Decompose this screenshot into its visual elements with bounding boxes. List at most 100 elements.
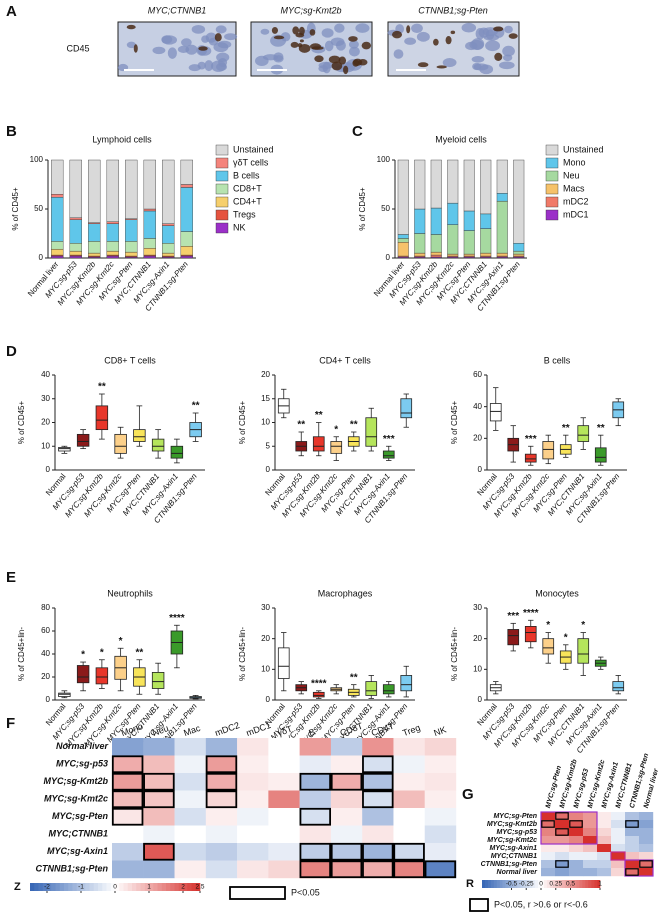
bar-segment — [496, 193, 508, 202]
y-tick-label: 60 — [473, 370, 482, 379]
bar-segment — [463, 159, 475, 212]
significance-stars: * — [564, 632, 568, 643]
heat-cell — [569, 860, 584, 869]
nucleus — [167, 47, 177, 59]
y-axis-label: % of CD45+ — [450, 400, 459, 444]
heat-cell — [625, 836, 640, 845]
heat-cell — [237, 825, 269, 844]
column-label: NK — [432, 724, 447, 738]
box — [312, 436, 325, 452]
box — [133, 429, 146, 442]
significance-stars: * — [119, 636, 123, 647]
significance-stars: * — [546, 620, 550, 631]
heat-cell — [268, 843, 300, 861]
bar-segment — [88, 159, 101, 223]
colorbar-label: R — [466, 878, 474, 890]
legend-swatch — [545, 196, 559, 208]
colorbar-step — [72, 883, 78, 891]
heat-cell — [330, 825, 363, 844]
bar-segment — [180, 255, 193, 259]
significance-stars: **** — [311, 678, 327, 689]
heat-cell — [268, 825, 300, 844]
box — [312, 691, 325, 698]
nucleus — [330, 37, 345, 47]
significance-box — [299, 772, 332, 791]
heat-cell — [174, 790, 207, 809]
significance-box — [205, 790, 238, 809]
colorbar-step — [585, 880, 589, 888]
heat-cell — [237, 773, 269, 791]
bar-segment — [397, 234, 409, 239]
colorbar-step — [484, 880, 489, 888]
heat-cell — [597, 860, 612, 869]
legend-label: P<0.05, r >0.6 or r<-0.6 — [494, 899, 588, 909]
heat-cell — [424, 738, 457, 756]
y-tick-label: 30 — [473, 603, 482, 612]
stain — [328, 55, 341, 64]
significance-box — [393, 860, 425, 879]
nucleus — [465, 41, 478, 51]
significance-box — [143, 842, 175, 861]
significance-stars: ** — [350, 672, 358, 683]
colorbar-step — [546, 880, 551, 888]
significance-box — [541, 820, 555, 828]
bar-segment — [180, 187, 193, 232]
nucleus — [502, 45, 515, 57]
row-label: MYC;sg-Pten — [52, 811, 109, 821]
box — [151, 438, 165, 452]
heat-cell — [393, 773, 425, 791]
row-label: MYC;sg-Pten — [493, 813, 537, 820]
y-tick-label: 20 — [41, 672, 50, 681]
column-label: Normal liver — [643, 767, 661, 809]
colorbar-step — [81, 883, 86, 891]
cluster-box — [610, 851, 626, 861]
nucleus — [191, 24, 206, 34]
heat-cell — [299, 773, 332, 791]
bar-segment — [513, 250, 525, 255]
heat-cell — [174, 773, 207, 791]
bar-segment — [162, 159, 175, 224]
column-label: Treg — [401, 722, 421, 738]
box — [95, 405, 109, 431]
colorbar-step — [89, 883, 95, 891]
colorbar-step — [42, 883, 48, 891]
box — [114, 433, 127, 454]
cluster-box — [540, 811, 598, 845]
significance-box — [111, 790, 144, 809]
heat-cell — [424, 860, 457, 879]
row-label: MYC;sg-p53 — [56, 759, 108, 769]
heat-cell — [299, 790, 332, 809]
stain — [299, 39, 304, 43]
colorbar-step — [496, 880, 500, 888]
colorbar-step — [187, 883, 192, 891]
legend-label: γδT cells — [233, 157, 269, 167]
significance-stars: ** — [350, 420, 358, 431]
colorbar-step — [106, 883, 112, 891]
heat-cell — [639, 868, 654, 877]
colorbar-step — [505, 880, 509, 888]
colorbar-step — [51, 883, 56, 891]
bar-segment — [397, 242, 409, 257]
heat-cell — [541, 836, 556, 845]
bar-segment — [447, 253, 459, 257]
heat-cell — [268, 860, 300, 879]
heat-cell — [143, 790, 175, 809]
significance-box — [330, 842, 363, 861]
heat-cell — [299, 808, 332, 826]
y-tick-label: 0 — [478, 465, 483, 474]
colorbar-step — [579, 880, 583, 888]
bar-segment — [430, 159, 442, 209]
heat-cell — [330, 773, 363, 791]
y-tick-label: 0 — [46, 465, 51, 474]
y-tick-label: 10 — [41, 441, 50, 450]
heat-cell — [569, 828, 584, 837]
significance-stars: *** — [525, 434, 537, 445]
bar-segment — [180, 246, 193, 256]
nucleus — [393, 49, 404, 59]
heat-cell — [330, 790, 363, 809]
bar-segment — [162, 243, 175, 254]
heat-cell — [424, 755, 457, 774]
panel-label: G — [462, 786, 474, 803]
nucleus — [217, 40, 232, 49]
colorbar-step — [170, 883, 175, 891]
